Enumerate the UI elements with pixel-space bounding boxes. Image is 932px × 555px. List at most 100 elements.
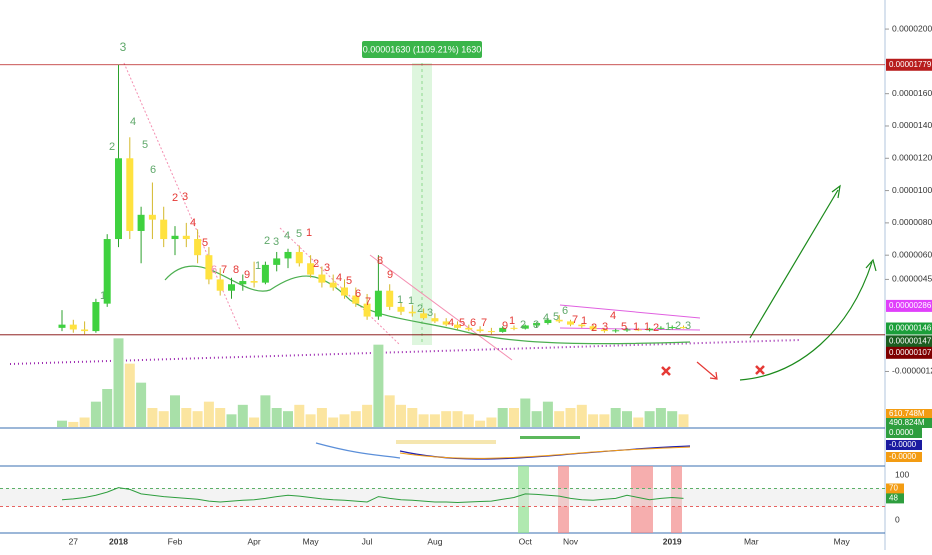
- trend-line: [369, 254, 513, 361]
- price-box: [886, 322, 932, 335]
- volume-bar: [124, 363, 135, 427]
- td-count: 8: [377, 255, 383, 267]
- volume-bar: [407, 408, 418, 427]
- macd-box: [886, 452, 922, 462]
- candle-body: [329, 282, 337, 288]
- candle-body: [363, 303, 371, 317]
- candle-body: [341, 287, 348, 296]
- candle-body: [476, 329, 484, 332]
- volume-bar: [113, 338, 124, 427]
- td-count: 3: [602, 321, 608, 333]
- y-tick-label: 0.00000450: [892, 274, 932, 284]
- td-count: 5: [459, 317, 465, 329]
- td-count: 2: [417, 303, 423, 315]
- trend-line: [559, 304, 701, 319]
- candle-body: [137, 214, 145, 231]
- candle-body: [612, 330, 620, 332]
- macd-box-label: -0.0000: [889, 440, 917, 449]
- volume-bar: [396, 404, 406, 427]
- volume-bar: [203, 401, 214, 427]
- td-count: 3: [273, 236, 279, 248]
- candle-body: [442, 321, 450, 325]
- td-count: 2: [653, 322, 659, 334]
- volume-bar: [226, 414, 237, 427]
- td-count: 1: [408, 295, 414, 307]
- volume-bar: [79, 417, 90, 427]
- arrow: [739, 261, 873, 381]
- td-count: 1: [581, 315, 587, 327]
- price-box: [886, 335, 932, 348]
- td-count: 9: [244, 269, 250, 281]
- volume-bar: [102, 389, 113, 427]
- volume-bar: [655, 408, 666, 427]
- candle-body: [680, 327, 687, 329]
- candle-body: [623, 329, 631, 331]
- price-box-label: 0.00000147: [889, 336, 932, 345]
- td-count: 4: [610, 310, 616, 322]
- x-tick-label: May: [303, 536, 320, 546]
- volume-bar: [136, 382, 147, 427]
- td-count: 3: [685, 320, 691, 332]
- candle-body: [657, 327, 665, 329]
- candle-body: [160, 219, 168, 240]
- volume-bar: [305, 414, 316, 427]
- candle-body: [578, 324, 586, 327]
- candle-body: [499, 327, 507, 332]
- td-count: 5: [202, 237, 208, 249]
- candle-body: [69, 324, 77, 330]
- td-count: 4: [190, 217, 196, 229]
- td-count: 2: [172, 192, 178, 204]
- td-count: 1: [633, 321, 639, 333]
- price-label-box: [362, 41, 482, 58]
- price-box: [886, 346, 932, 359]
- x-tick-label: Feb: [168, 536, 183, 546]
- volume-bar: [170, 395, 180, 427]
- price-box-label: 0.00000146: [889, 324, 932, 333]
- price-box: [886, 299, 932, 312]
- arrow: [696, 361, 718, 380]
- candle-body: [194, 239, 202, 256]
- candle-body: [408, 311, 416, 314]
- volume-bar: [260, 395, 271, 427]
- volume-bar: [192, 411, 203, 427]
- td-count: 7: [481, 317, 487, 329]
- volume-box-label: 490.824M: [889, 418, 925, 427]
- volume-bar: [610, 408, 621, 427]
- price-label: 0.00001630 (1109.21%) 1630: [363, 44, 481, 54]
- volume-bar: [475, 420, 486, 427]
- td-count: 2: [520, 319, 526, 331]
- volume-bar: [237, 404, 248, 427]
- candle-body: [465, 327, 473, 330]
- volume-bar: [181, 408, 192, 427]
- candle-body: [205, 255, 213, 280]
- candle-body: [397, 306, 405, 312]
- volume-bar: [644, 411, 655, 427]
- rsi-box-label: 70: [889, 484, 898, 493]
- cross: [661, 366, 671, 376]
- volume-bar: [362, 404, 373, 427]
- candle-body: [92, 302, 100, 332]
- volume-bar: [576, 404, 587, 427]
- x-tick-label: Nov: [563, 536, 579, 546]
- candle-body: [148, 214, 156, 220]
- volume-bar: [429, 414, 440, 427]
- moving-average: [164, 265, 691, 345]
- volume-bar: [554, 411, 565, 427]
- volume-bar: [622, 411, 632, 427]
- candle-body: [544, 319, 552, 324]
- td-count: 6: [470, 317, 476, 329]
- candle-body: [216, 279, 224, 291]
- td-count: 5: [346, 275, 352, 287]
- volume-bar: [520, 398, 531, 427]
- rsi-box: [886, 493, 904, 504]
- candle-body: [126, 158, 134, 231]
- y-tick-label: -0.00000120: [892, 366, 932, 376]
- volume-bar: [316, 408, 327, 427]
- td-count: 2: [591, 322, 597, 334]
- arrow-head: [865, 258, 877, 272]
